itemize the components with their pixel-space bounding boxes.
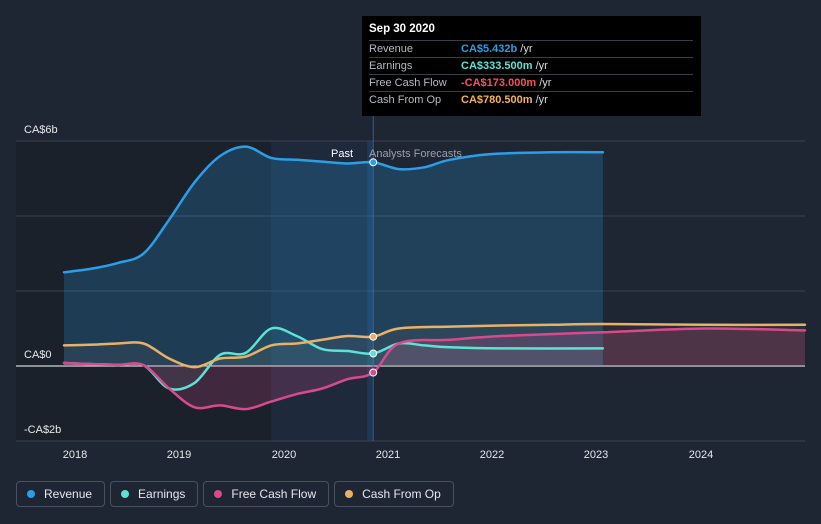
tooltip-unit: /yr (520, 43, 533, 55)
tooltip-label: Earnings (369, 60, 413, 72)
tooltip-value: -CA$173.000m (461, 77, 537, 89)
cash-from-op-line (62, 322, 807, 369)
tooltip-unit: /yr (535, 60, 548, 72)
tooltip-label: Revenue (369, 43, 414, 55)
highlight-markers (369, 158, 378, 377)
tooltip-unit: /yr (535, 94, 548, 106)
legend-cash-from-op-button[interactable]: Cash From Op (334, 481, 454, 507)
x-tick-2021: 2021 (376, 449, 400, 461)
x-tick-2024: 2024 (689, 449, 713, 461)
x-tick-2018: 2018 (63, 449, 87, 461)
y-tick-neg2b: -CA$2b (24, 424, 61, 436)
tooltip-row-earnings: Earnings CA$333.500m /yr (369, 57, 693, 74)
tooltip-value: CA$333.500m (461, 60, 533, 72)
y-tick-0: CA$0 (24, 349, 52, 361)
earnings-marker (369, 349, 378, 358)
y-tick-6b: CA$6b (24, 124, 58, 136)
series-lines (62, 145, 807, 411)
free-cash-flow-dot-icon (214, 490, 223, 498)
legend-label: Earnings (138, 487, 186, 501)
legend-label: Cash From Op (362, 487, 441, 501)
tooltip-row-revenue: Revenue CA$5.432b /yr (369, 40, 693, 57)
x-tick-2022: 2022 (480, 449, 504, 461)
tooltip-unit: /yr (539, 77, 552, 89)
tooltip-row-cash-from-op: Cash From Op CA$780.500m /yr (369, 91, 693, 108)
tooltip-row-free-cash-flow: Free Cash Flow -CA$173.000m /yr (369, 74, 693, 91)
revenue-line (62, 145, 605, 274)
tooltip-date: Sep 30 2020 (369, 23, 435, 35)
past-label: Past (331, 148, 353, 160)
free-cash-flow-area (64, 328, 805, 410)
forecast-label: Analysts Forecasts (369, 148, 462, 160)
legend-revenue-button[interactable]: Revenue (16, 481, 106, 507)
free-cash-flow-line (62, 327, 807, 411)
tooltip-value: CA$5.432b (461, 43, 518, 55)
tooltip-label: Cash From Op (369, 94, 442, 106)
legend: Revenue Earnings Free Cash Flow Cash Fro… (16, 481, 454, 507)
earnings-dot-icon (121, 490, 130, 498)
legend-label: Free Cash Flow (231, 487, 317, 501)
legend-earnings-button[interactable]: Earnings (110, 481, 199, 507)
revenue-marker (369, 158, 378, 167)
tooltip-value: CA$780.500m (461, 94, 533, 106)
revenue-dot-icon (27, 490, 35, 498)
cash-from-op-marker (369, 332, 378, 341)
tooltip: Sep 30 2020 Revenue CA$5.432b /yr Earnin… (362, 16, 701, 116)
x-tick-2020: 2020 (272, 449, 296, 461)
revenue-area (64, 146, 603, 366)
x-tick-2019: 2019 (167, 449, 191, 461)
legend-free-cash-flow-button[interactable]: Free Cash Flow (203, 481, 330, 507)
tooltip-label: Free Cash Flow (369, 77, 447, 89)
earnings-area (64, 327, 603, 390)
x-tick-2023: 2023 (584, 449, 608, 461)
legend-label: Revenue (44, 487, 93, 501)
cash-from-op-dot-icon (345, 490, 354, 498)
free-cash-flow-marker (369, 368, 378, 377)
gridlines (16, 16, 805, 442)
